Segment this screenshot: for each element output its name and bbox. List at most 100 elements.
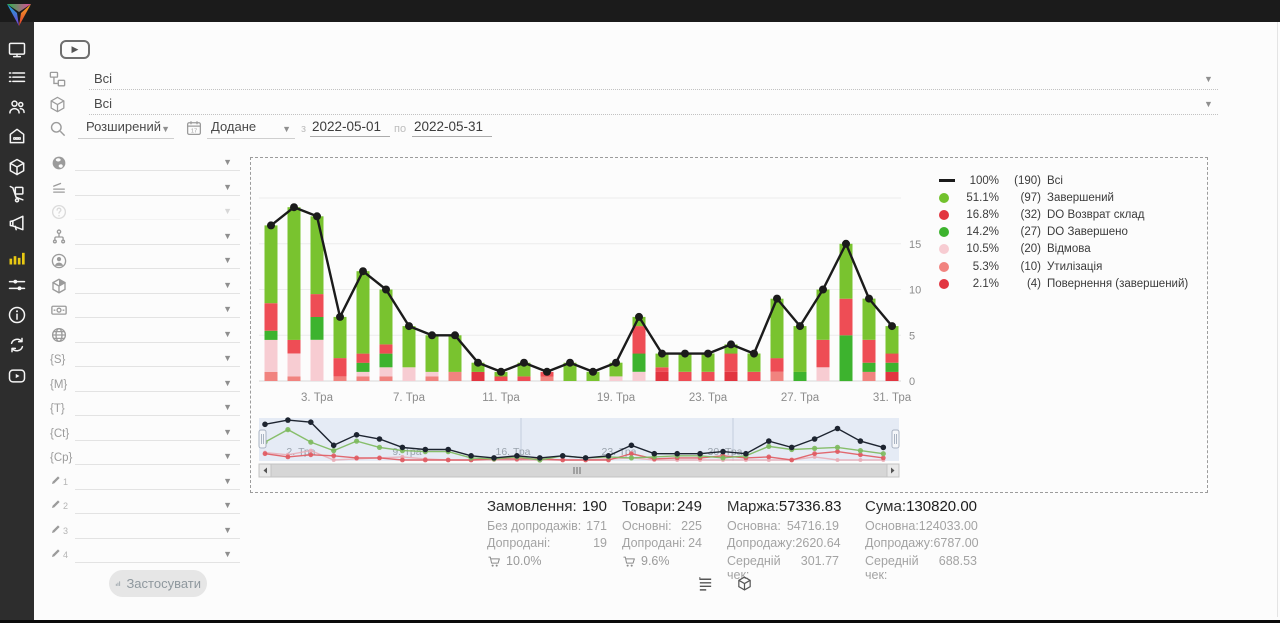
status-t-icon: {T}	[50, 403, 65, 415]
filter-row-payment: ▼	[48, 298, 240, 323]
scroll-right-arrow-icon[interactable]	[886, 463, 900, 478]
category-filter-row: Всі ▼	[48, 70, 1218, 90]
sidebar-item-orders[interactable]	[7, 68, 27, 88]
stat-title: Маржа: 57336.83	[727, 498, 842, 515]
chart-navigator[interactable]: 2. Тра 9. Тра 16. Тра 23. Тра 30. Тра	[258, 417, 900, 478]
filter-row-levels: ▼	[48, 176, 240, 201]
legend-count: (97)	[1020, 191, 1041, 204]
navigator-left-handle[interactable]	[258, 429, 267, 449]
sidebar-item-marketing[interactable]	[7, 213, 27, 233]
filter-row-product-cube: ▼	[48, 274, 240, 299]
main-content	[34, 22, 1280, 620]
date-to-input[interactable]	[412, 119, 492, 137]
date-from-input[interactable]	[310, 119, 390, 137]
legend-item[interactable]: 14.2% (27) DO Завершено	[939, 224, 1199, 241]
sidebar-item-statistics[interactable]	[7, 247, 27, 267]
navigator-scrollbar[interactable]	[258, 463, 900, 478]
video-help-button[interactable]: ▶	[60, 40, 90, 59]
filter-select[interactable]: ▼	[75, 325, 240, 343]
legend-item[interactable]: 5.3% (10) Утилізація	[939, 258, 1199, 275]
filter-select[interactable]: ▼	[75, 153, 240, 171]
sidebar-item-logistics[interactable]	[7, 184, 27, 204]
legend-item[interactable]: 10.5% (20) Відмова	[939, 241, 1199, 258]
filter-select[interactable]: ▼	[75, 521, 240, 539]
stat-row: Допродані: 19	[487, 536, 607, 550]
legend-label: Утилізація	[1047, 260, 1103, 273]
legend-pct: 5.3%	[972, 260, 999, 273]
orders-chart[interactable]: 0 5 10 15 3. Тра 7. Тра 11. Тра 19. Тра 23. Тра 2…	[251, 158, 1205, 490]
search-mode-select[interactable]: Розширений ▼	[78, 119, 174, 139]
legend-label: Всі	[1047, 174, 1063, 187]
legend-item[interactable]: 16.8% (32) DO Возврат склад	[939, 206, 1199, 223]
filter-row-custom-field-2: 2 ▼	[48, 494, 240, 519]
legend-swatch	[939, 192, 959, 203]
filter-select[interactable]: ▼	[75, 398, 240, 416]
stat-col-4: Сума: 130820.00 Основна: 124033.00 Допродажу…	[865, 498, 979, 582]
category-caret-icon[interactable]: ▼	[1204, 74, 1213, 84]
filter-select[interactable]: ▼	[75, 545, 240, 563]
stacked-bars[interactable]	[264, 207, 899, 382]
filter-select[interactable]: ▼	[75, 496, 240, 514]
filter-row-custom-field-3: 3 ▼	[48, 519, 240, 544]
product-filter-value[interactable]: Всі	[94, 96, 113, 111]
legend-pct: 10.5%	[966, 243, 999, 256]
sidebar-item-products[interactable]	[7, 157, 27, 177]
sidebar-item-sync[interactable]	[7, 335, 27, 355]
legend-swatch	[939, 278, 959, 289]
filter-row-org-structure: ▼	[48, 225, 240, 250]
sidebar-item-clients[interactable]	[7, 97, 27, 117]
website-icon	[50, 326, 68, 344]
stat-row: Основна: 54716.19	[727, 518, 839, 533]
status-ct-icon: {Ct}	[50, 427, 70, 440]
right-scroll-track[interactable]	[1277, 22, 1278, 617]
org-structure-icon	[50, 228, 68, 246]
filter-select[interactable]: ▼	[75, 178, 240, 196]
sidebar-item-monitor[interactable]	[7, 40, 27, 60]
stat-row: Допродані: 24	[622, 536, 702, 550]
apply-button[interactable]: Застосувати	[109, 570, 207, 597]
sidebar-item-store[interactable]	[7, 126, 27, 146]
app-logo[interactable]	[4, 1, 34, 29]
legend-label: Відмова	[1047, 243, 1091, 256]
svg-text:17: 17	[191, 129, 197, 135]
calendar-icon: 17	[185, 119, 204, 138]
chart-panel: 0 5 10 15 3. Тра 7. Тра 11. Тра 19. Тра 23. Тра 2…	[250, 157, 1208, 493]
filter-row-status-ct: {Ct} ▼	[48, 421, 240, 446]
svg-text:19. Тра: 19. Тра	[597, 392, 636, 404]
window-bottom-edge	[0, 620, 1280, 623]
svg-text:11. Тра: 11. Тра	[482, 392, 520, 404]
list-view-icon[interactable]	[697, 575, 714, 592]
navigator-right-handle[interactable]	[891, 429, 900, 449]
product-filter-row: Всі ▼	[48, 95, 1218, 115]
filter-select[interactable]: ▼	[75, 202, 240, 220]
filter-select[interactable]: ▼	[75, 374, 240, 392]
sidebar-item-info[interactable]	[7, 305, 27, 325]
product-view-icon[interactable]	[736, 575, 753, 592]
filter-row-status-t: {T} ▼	[48, 396, 240, 421]
filter-select[interactable]: ▼	[75, 349, 240, 367]
filter-select[interactable]: ▼	[75, 227, 240, 245]
cart-icon	[487, 554, 502, 569]
legend-pct: 100%	[969, 174, 999, 187]
custom-field-1-icon: 1	[50, 473, 68, 491]
filter-select[interactable]: ▼	[75, 423, 240, 441]
sidebar-item-settings[interactable]	[7, 275, 27, 295]
product-caret-icon[interactable]: ▼	[1204, 99, 1213, 109]
total-line[interactable]	[267, 203, 896, 376]
filter-select[interactable]: ▼	[75, 276, 240, 294]
legend-item[interactable]: 100% (190) Всі	[939, 172, 1199, 189]
sidebar-item-video[interactable]	[7, 366, 27, 386]
filter-select[interactable]: ▼	[75, 472, 240, 490]
filter-select[interactable]: ▼	[75, 251, 240, 269]
scroll-grip-icon[interactable]	[573, 467, 581, 474]
legend-swatch	[939, 179, 959, 182]
legend-item[interactable]: 51.1% (97) Завершений	[939, 189, 1199, 206]
category-filter-value[interactable]: Всі	[94, 71, 113, 86]
product-package-icon	[48, 95, 67, 114]
legend-item[interactable]: 2.1% (4) Повернення (завершений)	[939, 275, 1199, 292]
filter-select[interactable]: ▼	[75, 300, 240, 318]
date-field-select[interactable]: Додане ▼	[207, 119, 295, 139]
scroll-left-arrow-icon[interactable]	[258, 463, 272, 478]
filter-select[interactable]: ▼	[75, 447, 240, 465]
legend-count: (10)	[1020, 260, 1041, 273]
